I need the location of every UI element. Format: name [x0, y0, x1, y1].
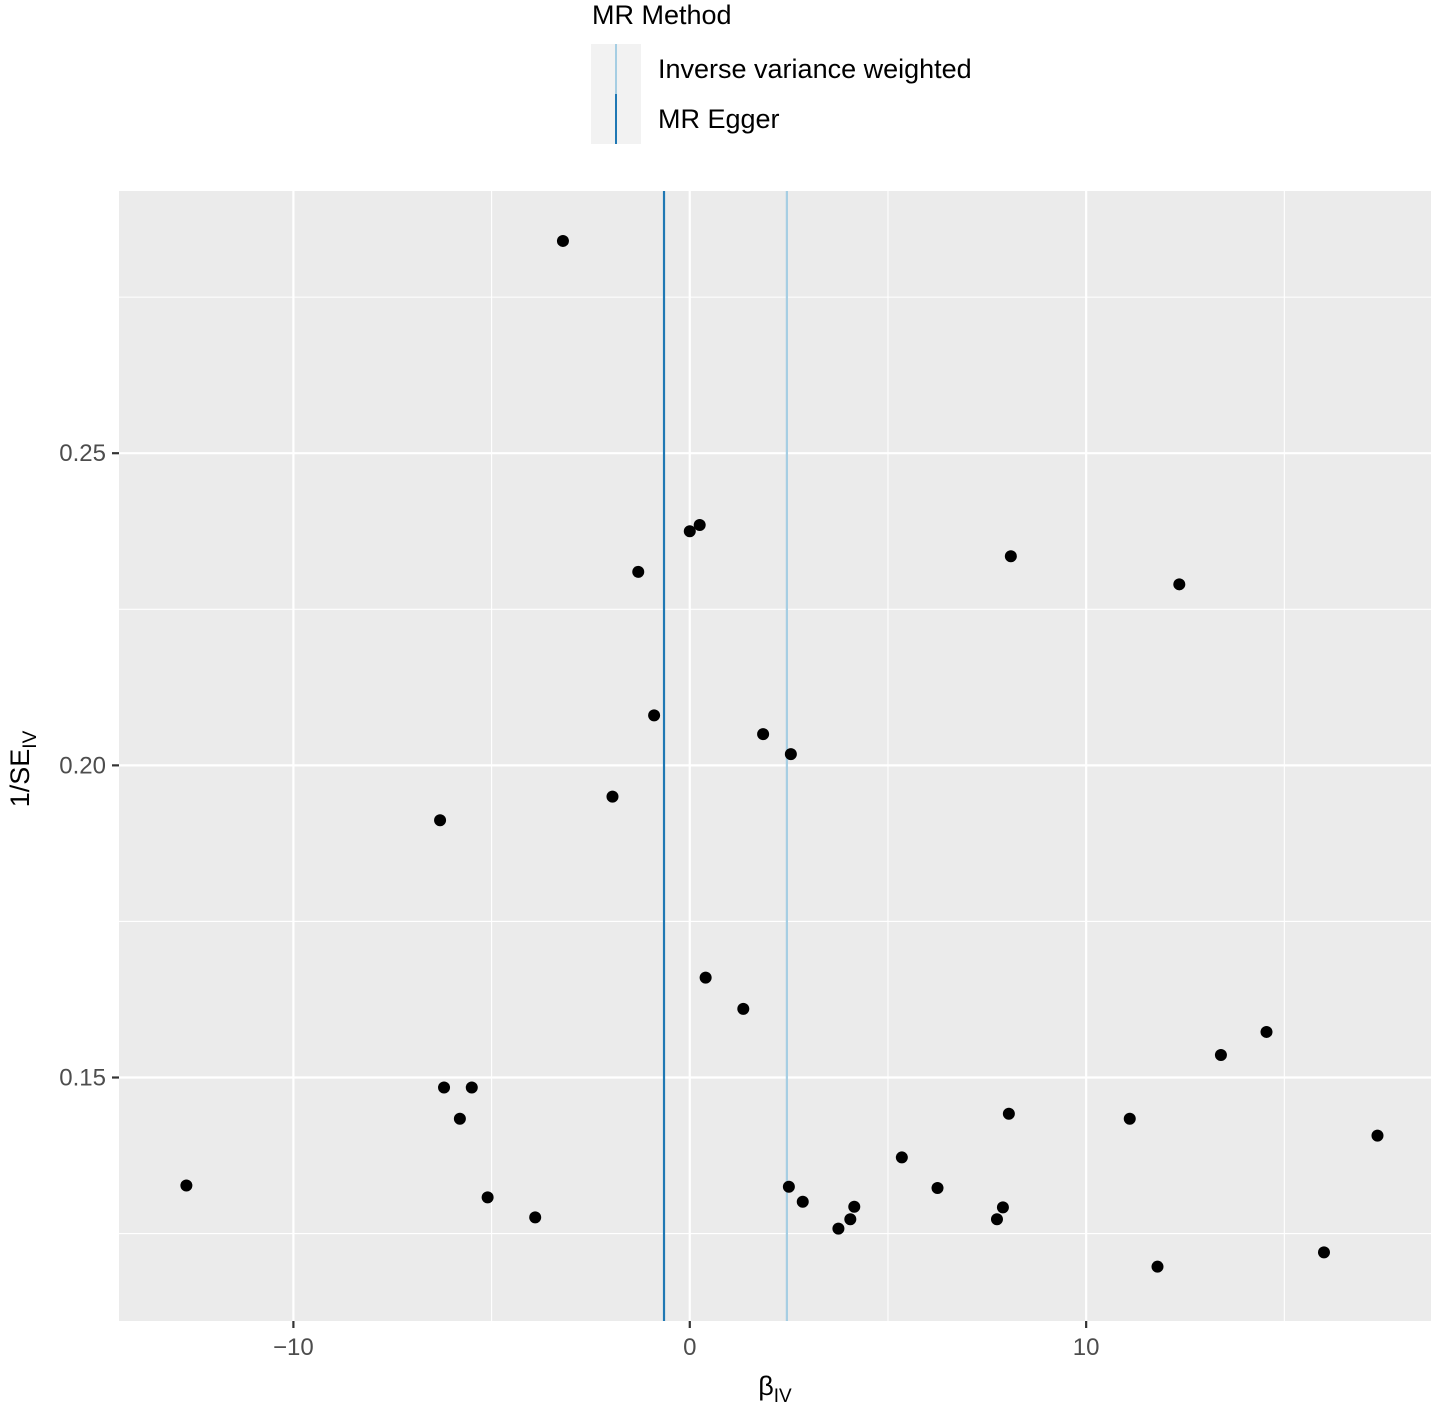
x-axis-title: βIV: [758, 1371, 792, 1407]
data-point: [438, 1081, 451, 1094]
data-point: [453, 1112, 466, 1125]
y-axis-title-sub: IV: [20, 730, 41, 748]
y-axis-title-main: 1/SE: [5, 749, 35, 808]
data-point: [699, 971, 712, 984]
minor-grid: [119, 191, 1431, 1321]
legend-label-egger: MR Egger: [658, 104, 780, 134]
y-tick-label: 0.20: [59, 752, 106, 779]
x-tick-label: 10: [1073, 1334, 1100, 1361]
data-points: [180, 234, 1384, 1273]
data-point: [1151, 1260, 1164, 1273]
legend: MR Method Inverse variance weighted MR E…: [591, 0, 972, 144]
data-point: [737, 1002, 750, 1015]
x-axis-title-sub: IV: [774, 1386, 792, 1407]
data-point: [1002, 1107, 1015, 1120]
data-point: [832, 1222, 845, 1235]
data-point: [796, 1195, 809, 1208]
data-point: [1260, 1025, 1273, 1038]
data-point: [529, 1211, 542, 1224]
data-point: [1371, 1129, 1384, 1142]
data-point: [180, 1179, 193, 1192]
data-point: [465, 1081, 478, 1094]
y-tick-label: 0.25: [59, 440, 106, 467]
data-point: [784, 748, 797, 761]
data-point: [683, 525, 696, 538]
data-point: [481, 1191, 494, 1204]
data-point: [895, 1151, 908, 1164]
data-point: [1317, 1246, 1330, 1259]
x-axis-title-main: β: [758, 1371, 774, 1401]
data-point: [632, 565, 645, 578]
data-point: [648, 709, 661, 722]
y-axis-title: 1/SEIV: [5, 730, 41, 807]
data-point: [931, 1182, 944, 1195]
major-grid: [119, 191, 1431, 1321]
data-point: [693, 519, 706, 532]
x-axis: −10 0 10: [273, 1321, 1100, 1361]
data-point: [990, 1213, 1003, 1226]
data-point: [1214, 1049, 1227, 1062]
data-point: [556, 234, 569, 247]
x-tick-label: 0: [683, 1334, 696, 1361]
data-point: [606, 790, 619, 803]
data-point: [996, 1201, 1009, 1214]
y-tick-label: 0.15: [59, 1065, 106, 1092]
data-point: [782, 1180, 795, 1193]
data-point: [844, 1213, 857, 1226]
y-axis: 0.15 0.20 0.25: [59, 440, 119, 1092]
data-point: [757, 728, 770, 741]
legend-label-ivw: Inverse variance weighted: [658, 54, 972, 84]
x-tick-label: −10: [273, 1334, 314, 1361]
data-point: [434, 814, 447, 827]
legend-title: MR Method: [592, 0, 732, 30]
data-point: [848, 1200, 861, 1213]
plot-panel: [119, 191, 1431, 1321]
data-point: [1004, 550, 1017, 563]
data-point: [1123, 1112, 1136, 1125]
data-point: [1173, 578, 1186, 591]
